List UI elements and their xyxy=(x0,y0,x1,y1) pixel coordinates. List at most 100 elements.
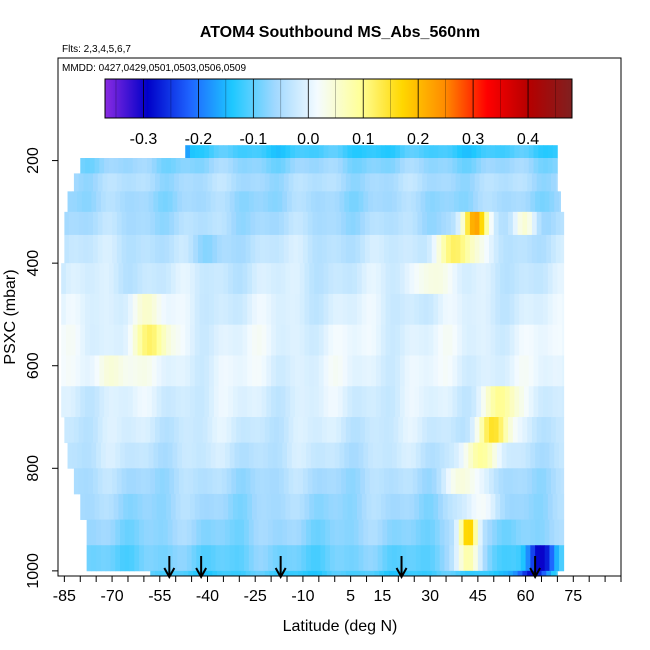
heatmap-cell xyxy=(398,173,404,192)
heatmap-cell xyxy=(328,493,334,520)
heatmap-cell xyxy=(237,263,243,295)
heatmap-cell xyxy=(420,191,426,213)
heatmap-cell xyxy=(70,324,76,356)
heatmap-cell xyxy=(304,324,310,356)
arrow-head xyxy=(529,567,541,580)
heatmap-cell xyxy=(240,234,247,264)
heatmap-cell xyxy=(207,468,213,495)
heatmap-cell xyxy=(430,545,436,572)
heatmap-cell xyxy=(221,234,227,264)
heatmap-cell xyxy=(390,158,396,174)
heatmap-cell xyxy=(504,145,511,159)
heatmap-cell xyxy=(301,191,307,213)
heatmap-cell xyxy=(153,545,159,572)
heatmap-cell xyxy=(217,468,223,495)
heatmap-cell xyxy=(126,417,132,444)
heatmap-cell xyxy=(210,519,216,546)
heatmap-cell xyxy=(148,191,154,213)
heatmap-cell xyxy=(350,570,356,576)
heatmap-cell xyxy=(317,234,323,264)
heatmap-cell xyxy=(318,493,324,520)
heatmap-cell xyxy=(538,355,544,387)
heatmap-cell xyxy=(312,234,318,264)
heatmap-cell xyxy=(282,519,288,546)
heatmap-cell xyxy=(123,293,129,326)
heatmap-cell xyxy=(501,442,507,469)
heatmap-cell xyxy=(390,493,396,520)
heatmap-cell xyxy=(204,355,210,387)
heatmap-cell xyxy=(333,386,339,418)
heatmap-cell xyxy=(364,173,371,192)
heatmap-cell xyxy=(267,191,274,213)
heatmap-cell xyxy=(183,211,189,236)
heatmap-cell xyxy=(414,158,420,174)
heatmap-cell xyxy=(180,263,186,295)
heatmap-cell xyxy=(457,293,463,326)
heatmap-cell xyxy=(255,570,261,576)
heatmap-cell xyxy=(520,519,526,546)
heatmap-cell xyxy=(511,519,517,546)
heatmap-cell xyxy=(396,442,402,469)
heatmap-cell xyxy=(199,355,205,387)
heatmap-cell xyxy=(320,545,326,572)
heatmap-cell xyxy=(337,324,344,356)
heatmap-cell xyxy=(70,263,76,295)
heatmap-cell xyxy=(282,442,288,469)
heatmap-cell xyxy=(161,493,167,520)
heatmap-cell xyxy=(280,145,286,159)
heatmap-cell xyxy=(115,191,121,213)
heatmap-cell xyxy=(360,234,366,264)
heatmap-cell xyxy=(525,442,531,469)
heatmap-cell xyxy=(493,417,499,444)
heatmap-cell xyxy=(302,234,309,264)
heatmap-cell xyxy=(433,324,439,356)
heatmap-cell xyxy=(447,324,453,356)
heatmap-cell xyxy=(183,173,189,192)
heatmap-cell xyxy=(460,570,466,576)
heatmap-cell xyxy=(134,519,140,546)
heatmap-cell xyxy=(438,145,444,159)
heatmap-cell xyxy=(218,263,224,295)
heatmap-cell xyxy=(97,468,103,495)
heatmap-cell xyxy=(315,442,321,469)
heatmap-cell xyxy=(352,355,358,387)
heatmap-cell xyxy=(207,570,213,576)
heatmap-cell xyxy=(560,417,565,444)
heatmap-cell xyxy=(531,173,538,192)
heatmap-cell xyxy=(517,417,523,444)
heatmap-cell xyxy=(500,263,506,295)
heatmap-cell xyxy=(512,468,519,495)
heatmap-cell xyxy=(185,386,191,418)
heatmap-cell xyxy=(115,519,121,546)
heatmap-cell xyxy=(97,211,103,236)
heatmap-cell xyxy=(156,386,162,418)
heatmap-cell xyxy=(291,519,297,546)
heatmap-cell xyxy=(404,145,410,159)
heatmap-cell xyxy=(137,263,143,295)
heatmap-cell xyxy=(501,191,507,213)
heatmap-cell xyxy=(399,324,406,356)
heatmap-cell xyxy=(396,519,402,546)
heatmap-cell xyxy=(481,293,487,326)
heatmap-cell xyxy=(376,355,382,387)
heatmap-cell xyxy=(347,263,353,295)
heatmap-cell xyxy=(377,191,383,213)
heatmap-cell xyxy=(240,417,247,444)
heatmap-cell xyxy=(498,211,504,236)
heatmap-cell xyxy=(83,211,89,236)
heatmap-cell xyxy=(245,211,251,236)
heatmap-cell xyxy=(404,493,410,520)
heatmap-cell xyxy=(207,173,213,192)
heatmap-cell xyxy=(287,191,293,213)
heatmap-cell xyxy=(169,417,175,444)
heatmap-cell xyxy=(481,158,487,174)
heatmap-cell xyxy=(188,211,194,236)
heatmap-cell xyxy=(485,493,491,520)
heatmap-cell xyxy=(78,468,84,495)
heatmap-cell xyxy=(331,417,337,444)
heatmap-cell xyxy=(450,417,456,444)
heatmap-cell xyxy=(337,145,344,159)
heatmap-cell xyxy=(253,545,259,572)
heatmap-cell xyxy=(113,324,119,356)
heatmap-cell xyxy=(215,545,221,572)
